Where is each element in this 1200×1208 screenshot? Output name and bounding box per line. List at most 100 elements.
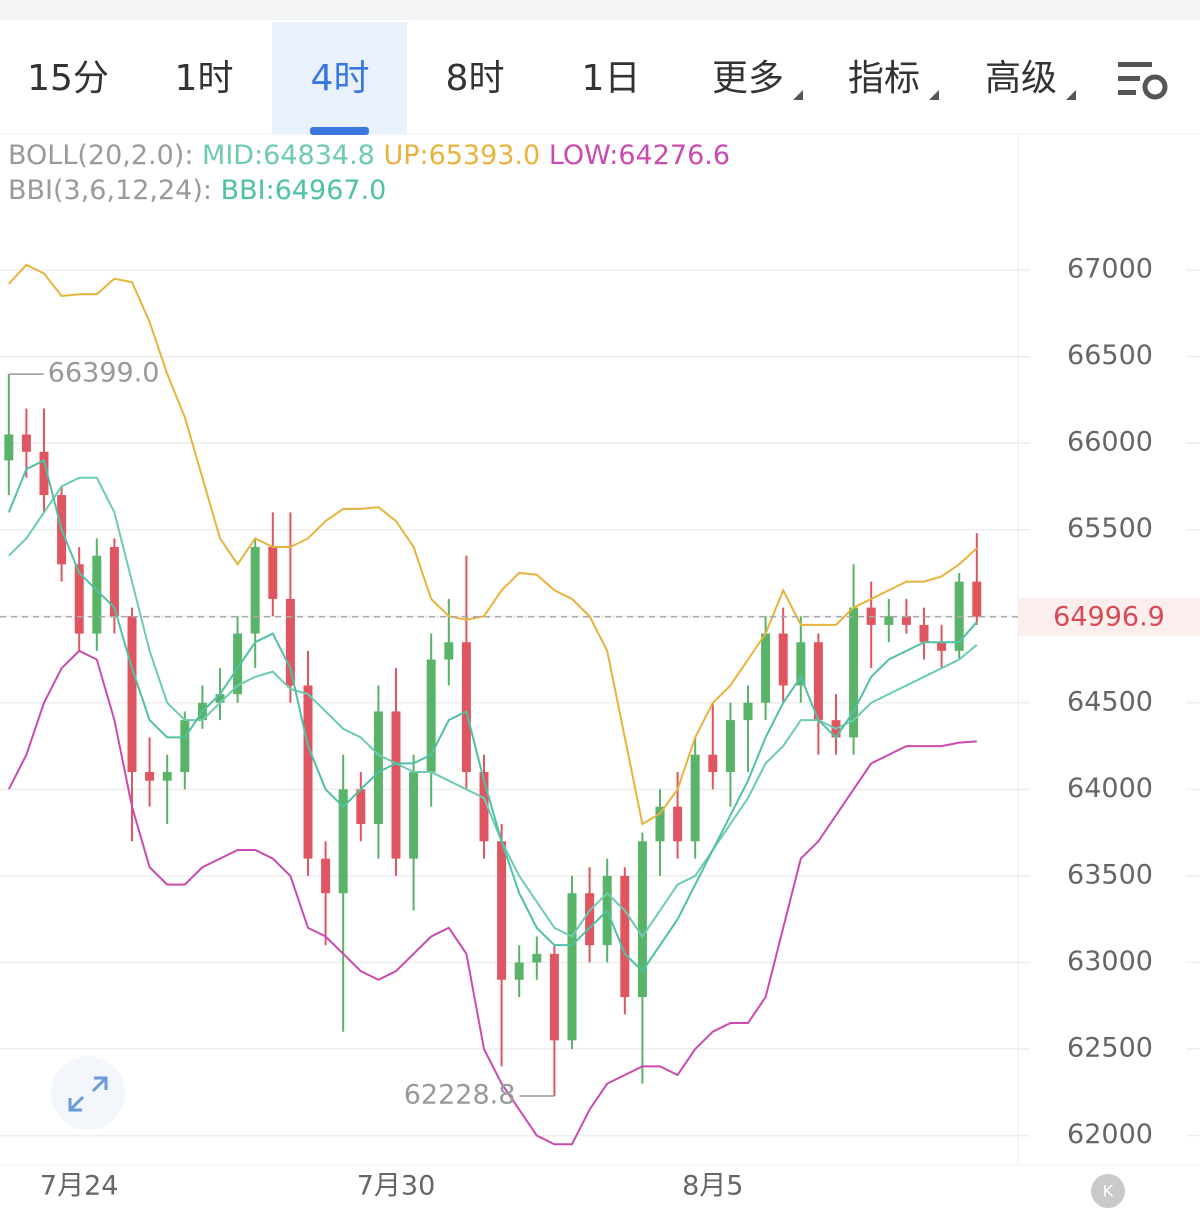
- boll-row: BOLL(20,2.0): MID:64834.8 UP:65393.0 LOW…: [8, 138, 730, 173]
- active-tab-indicator: [310, 127, 369, 135]
- candle-body: [585, 893, 595, 946]
- candle-body: [426, 659, 436, 773]
- boll-low: LOW:64276.6: [548, 140, 731, 171]
- status-strip: [0, 0, 1200, 20]
- last-price-box: [1018, 597, 1200, 636]
- y-tick-label: 64500: [1067, 686, 1153, 717]
- x-tick-label: 7月24: [40, 1171, 119, 1202]
- bbi-value: BBI:64967.0: [220, 175, 387, 206]
- candle-body: [92, 555, 102, 634]
- candle-body: [391, 711, 401, 859]
- candle-body: [514, 962, 524, 980]
- candle-body: [708, 754, 718, 773]
- y-tick-label: 67000: [1067, 254, 1153, 285]
- candle-body: [549, 953, 559, 1041]
- indicator-legend: BOLL(20,2.0): MID:64834.8 UP:65393.0 LOW…: [8, 138, 730, 208]
- dropdown-caret: [929, 90, 939, 100]
- candle-body: [919, 624, 929, 643]
- y-tick-label: 62000: [1067, 1119, 1153, 1150]
- candle-body: [778, 633, 788, 686]
- candle-body: [303, 685, 313, 859]
- candle-body: [285, 598, 295, 686]
- candle-body: [620, 875, 630, 998]
- indicator-line: [8, 476, 978, 939]
- candle-body: [233, 633, 243, 695]
- dropdown-caret: [793, 90, 803, 100]
- candle-body: [532, 953, 542, 963]
- candle-body: [21, 434, 31, 452]
- candle-body: [444, 642, 454, 660]
- candle-body: [39, 451, 49, 496]
- candle-body: [497, 841, 507, 980]
- candle-body: [373, 711, 383, 824]
- candle-body: [901, 616, 911, 625]
- last-price-label: 64996.9: [1053, 601, 1165, 632]
- timeframe-tab[interactable]: 更多: [712, 58, 784, 99]
- candle-body: [127, 616, 137, 773]
- candle-body: [268, 547, 278, 599]
- candle-body: [338, 789, 348, 894]
- candle-body: [356, 789, 366, 824]
- candle-body: [937, 642, 947, 651]
- corner-badge-bg[interactable]: [1091, 1174, 1125, 1208]
- settings-icon[interactable]: [1118, 62, 1168, 100]
- indicator-line: [7, 459, 978, 973]
- candle-body: [4, 434, 14, 461]
- timeframe-tab[interactable]: 指标: [848, 58, 920, 99]
- candle-body: [461, 642, 471, 773]
- candle-body: [725, 720, 735, 773]
- candle-body: [321, 858, 331, 894]
- bbi-row: BBI(3,6,12,24): BBI:64967.0: [8, 173, 730, 208]
- timeframe-tab[interactable]: 1时: [175, 58, 234, 99]
- candle-body: [479, 772, 489, 842]
- y-tick-label: 63000: [1067, 946, 1153, 977]
- expand-button[interactable]: [51, 1056, 125, 1130]
- corner-badge: K: [1103, 1182, 1114, 1201]
- boll-label: BOLL(20,2.0):: [8, 140, 194, 171]
- candle-body: [761, 633, 771, 703]
- extreme-label: 62228.8: [404, 1079, 516, 1110]
- y-tick-label: 63500: [1067, 859, 1153, 890]
- candle-body: [972, 581, 982, 617]
- candle-body: [743, 702, 753, 721]
- icon-gear: [1142, 74, 1168, 100]
- expand-icon: [68, 1076, 108, 1112]
- candle-body: [884, 616, 894, 625]
- candle-body: [74, 564, 84, 634]
- candle-body: [180, 720, 190, 773]
- bbi-label: BBI(3,6,12,24):: [8, 175, 212, 206]
- x-tick-label: 7月30: [357, 1171, 436, 1202]
- candle-body: [813, 642, 823, 721]
- active-tab-bg: [272, 22, 407, 134]
- timeframe-tab[interactable]: 高级: [985, 58, 1057, 99]
- boll-up: UP:65393.0: [383, 140, 541, 171]
- y-tick-label: 62500: [1067, 1033, 1153, 1064]
- candle-body: [849, 607, 859, 738]
- y-tick-label: 66500: [1067, 340, 1153, 371]
- candle-body: [409, 772, 419, 859]
- icon-bar: [1118, 76, 1140, 81]
- candle-body: [215, 694, 225, 703]
- timeframe-tab[interactable]: 4时: [311, 58, 370, 99]
- timeframe-tab[interactable]: 8时: [446, 58, 505, 99]
- timeframe-tab[interactable]: 15分: [27, 58, 109, 99]
- candle-body: [690, 754, 700, 842]
- candle-body: [637, 841, 647, 998]
- timeframe-tab[interactable]: 1日: [582, 58, 641, 99]
- extreme-label: 66399.0: [48, 358, 160, 389]
- indicator-line: [8, 263, 978, 826]
- boll-mid: MID:64834.8: [202, 140, 375, 171]
- icon-bar: [1118, 62, 1152, 67]
- candle-body: [109, 547, 119, 617]
- candle-body: [673, 806, 683, 842]
- candle-body: [655, 806, 665, 842]
- x-tick-label: 8月5: [682, 1171, 743, 1202]
- expand-bg: [51, 1056, 125, 1130]
- candle-body: [162, 772, 172, 781]
- candle-body: [796, 642, 806, 686]
- indicator-line: [7, 649, 977, 1146]
- candle-body: [567, 893, 577, 1041]
- y-tick-label: 66000: [1067, 427, 1153, 458]
